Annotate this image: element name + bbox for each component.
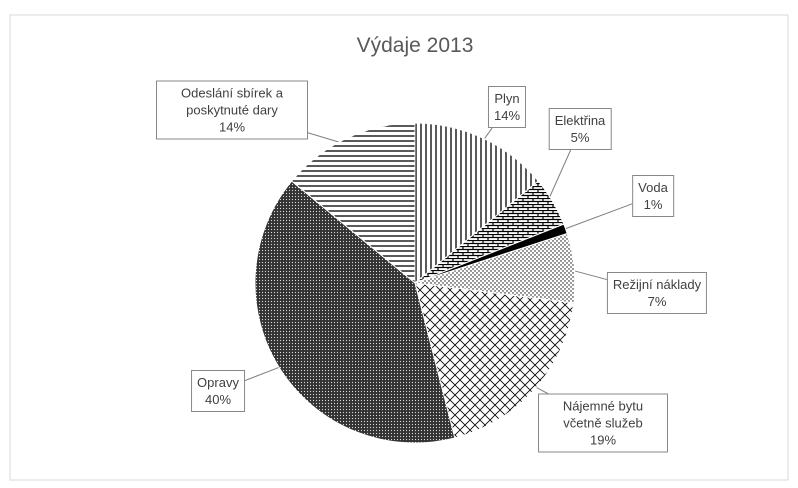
pie-slice — [254, 180, 456, 444]
label-name: Režijní náklady — [612, 277, 702, 292]
pie-slice — [291, 122, 416, 285]
data-label: Voda 1% — [632, 175, 674, 217]
pie-slice — [414, 122, 539, 285]
label-name: Opravy — [197, 375, 239, 390]
data-label: Opravy 40% — [191, 370, 245, 412]
label-name: Voda — [638, 180, 668, 195]
pie-slice — [414, 282, 575, 439]
label-value: 40% — [204, 392, 232, 407]
label-value: 7% — [647, 294, 667, 309]
label-name: Elektřina — [554, 113, 606, 128]
label-name: Plyn — [494, 91, 520, 106]
label-value: 19% — [589, 432, 617, 448]
label-name: Nájemné bytu včetně služeb — [562, 398, 644, 431]
data-label: Plyn 14% — [487, 86, 527, 128]
label-value: 14% — [493, 108, 521, 123]
data-label: Režijní náklady 7% — [606, 272, 708, 314]
label-name: Odeslání sbírek a poskytnuté dary — [181, 85, 283, 118]
slices — [254, 122, 576, 444]
data-label: Nájemné bytu včetně služeb 19% — [538, 393, 668, 453]
label-value: 5% — [570, 130, 590, 145]
label-value: 14% — [218, 119, 246, 135]
label-value: 1% — [643, 197, 663, 212]
chart-title: Výdaje 2013 — [357, 34, 474, 57]
data-label: Elektřina 5% — [548, 108, 612, 150]
data-label: Odeslání sbírek a poskytnuté dary 14% — [156, 80, 308, 140]
